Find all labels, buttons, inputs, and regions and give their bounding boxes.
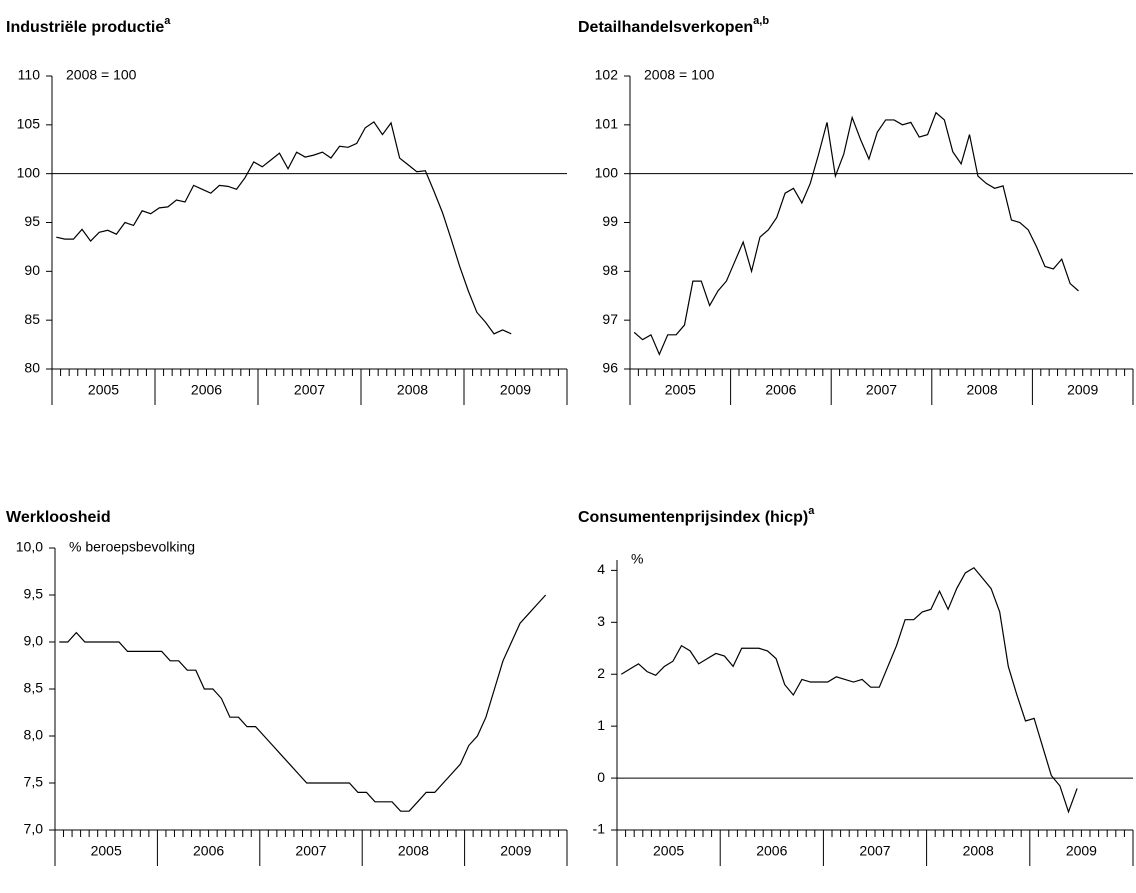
y-tick-label: 105: [17, 116, 41, 132]
annotation: 2008 = 100: [66, 67, 137, 83]
y-tick-label: 100: [595, 164, 619, 180]
title-superscript: a: [164, 15, 171, 27]
x-tick-label: 2005: [653, 843, 684, 859]
y-tick-label: 3: [597, 613, 605, 629]
x-tick-label: 2008: [963, 843, 994, 859]
x-tick-label: 2005: [91, 843, 122, 859]
y-tick-label: 9,5: [24, 586, 44, 602]
y-tick-label: 98: [602, 262, 618, 278]
y-tick-label: 8,5: [24, 680, 44, 696]
title-text: Werkloosheid: [6, 509, 111, 526]
x-tick-label: 2006: [765, 382, 796, 398]
x-tick-label: 2008: [967, 382, 998, 398]
y-tick-label: 9,0: [24, 633, 44, 649]
data-line: [59, 594, 547, 812]
x-tick-label: 2007: [859, 843, 890, 859]
x-tick-label: 2009: [500, 382, 531, 398]
data-line: [620, 567, 1078, 814]
y-tick-label: 8,0: [24, 727, 44, 743]
y-tick-label: 7,0: [24, 821, 44, 837]
x-tick-label: 2006: [191, 382, 222, 398]
y-tick-label: -1: [593, 821, 606, 837]
x-tick-label: 2007: [295, 843, 326, 859]
title-text: Consumentenprijsindex (hicp): [578, 509, 808, 526]
y-tick-label: 110: [18, 67, 41, 83]
x-tick-label: 2008: [397, 382, 428, 398]
title-text: Detailhandelsverkopen: [578, 19, 753, 36]
x-tick-label: 2006: [756, 843, 787, 859]
title-superscript: a: [808, 505, 815, 517]
y-tick-label: 101: [595, 116, 619, 132]
x-tick-label: 2006: [193, 843, 224, 859]
y-tick-label: 90: [24, 262, 40, 278]
x-tick-label: 2009: [500, 843, 531, 859]
title-superscript: a,b: [753, 15, 769, 27]
y-tick-label: 1: [597, 717, 605, 733]
y-tick-label: 80: [24, 360, 40, 376]
y-tick-label: 96: [602, 360, 618, 376]
data-line: [633, 111, 1079, 356]
y-tick-label: 95: [24, 213, 40, 229]
chart-title: Werkloosheid: [6, 509, 111, 526]
y-tick-label: 2: [597, 665, 605, 681]
x-tick-label: 2007: [294, 382, 325, 398]
y-tick-label: 100: [17, 164, 41, 180]
x-tick-label: 2008: [398, 843, 429, 859]
x-tick-label: 2009: [1067, 382, 1098, 398]
chart-title: Consumentenprijsindex (hicp)a: [578, 505, 815, 526]
x-tick-label: 2005: [88, 382, 119, 398]
chart-title: Industriële productiea: [6, 15, 171, 36]
y-tick-label: 99: [602, 213, 618, 229]
y-tick-label: 102: [595, 67, 619, 83]
x-tick-label: 2005: [665, 382, 696, 398]
y-tick-label: 97: [602, 311, 618, 327]
data-line: [56, 121, 512, 335]
title-text: Industriële productie: [6, 19, 164, 36]
y-tick-label: 10,0: [16, 539, 43, 555]
chart-title: Detailhandelsverkopena,b: [578, 15, 769, 36]
x-tick-label: 2007: [866, 382, 897, 398]
y-tick-label: 85: [24, 311, 40, 327]
y-tick-label: 7,5: [24, 774, 44, 790]
annotation: 2008 = 100: [644, 67, 715, 83]
annotation: %: [631, 551, 643, 567]
annotation: % beroepsbevolking: [69, 539, 195, 555]
x-tick-label: 2009: [1066, 843, 1097, 859]
y-tick-label: 0: [597, 769, 605, 785]
y-tick-label: 4: [597, 561, 605, 577]
